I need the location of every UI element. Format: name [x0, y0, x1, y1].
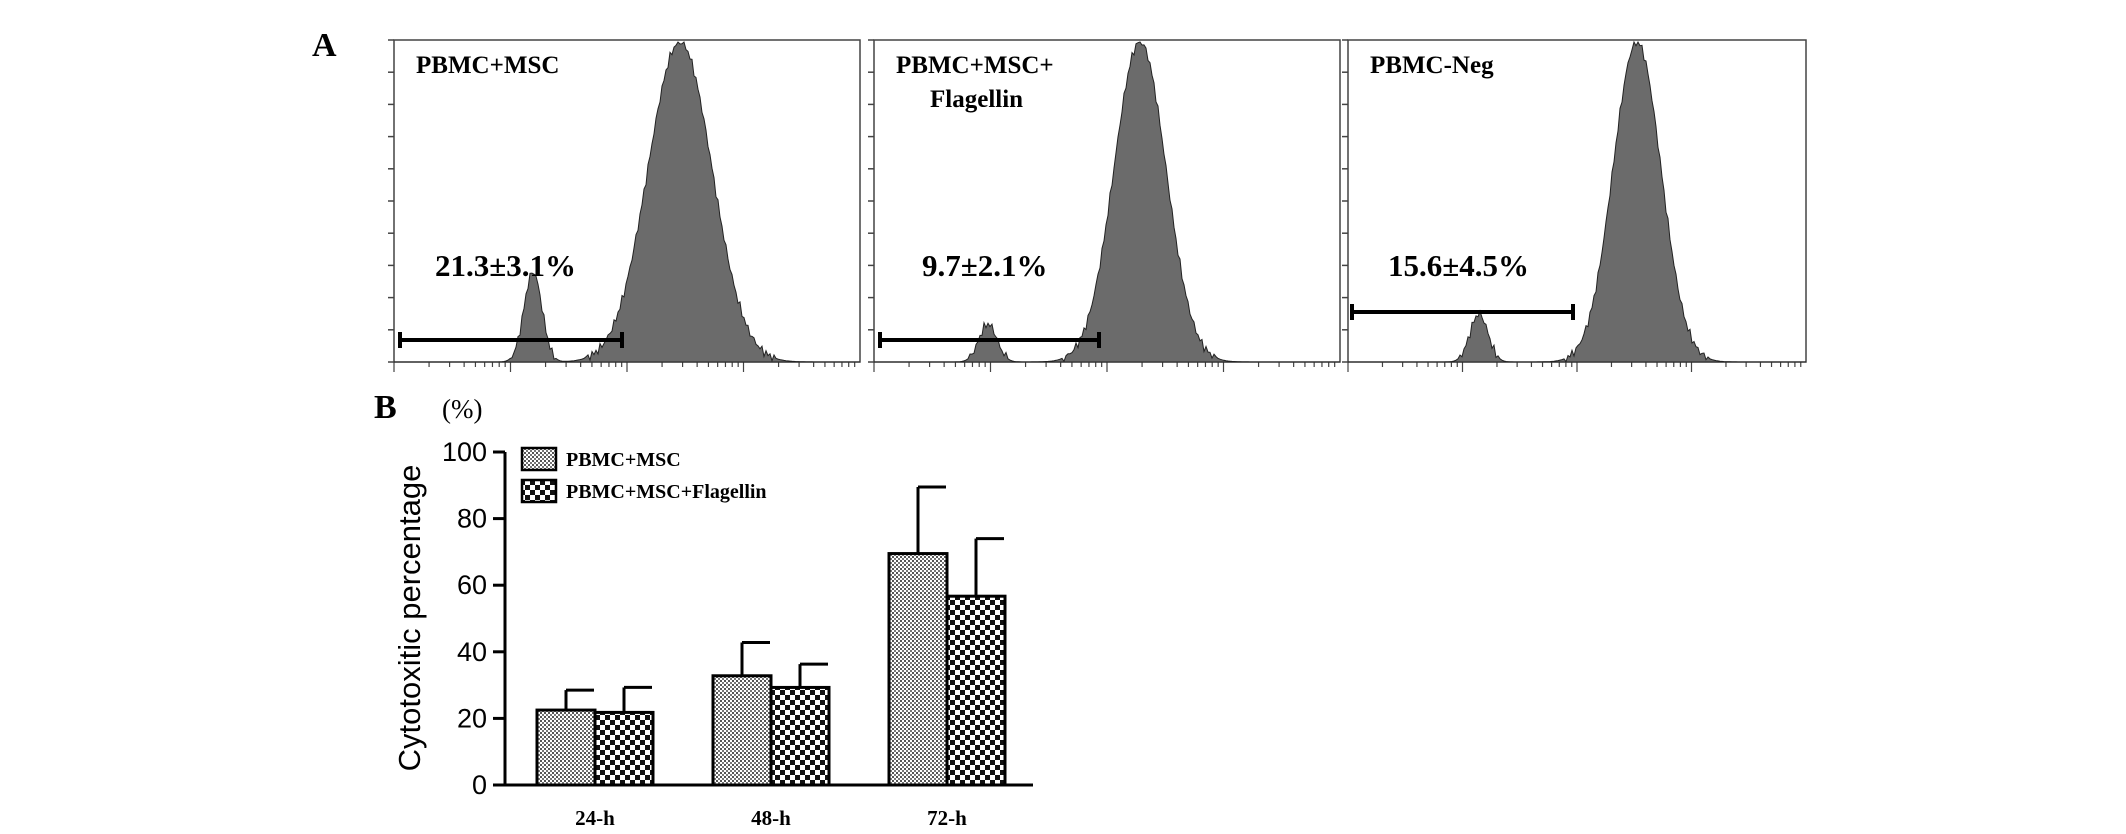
- histogram-label: PBMC-Neg: [1370, 52, 1494, 79]
- bar-pbmc-msc: [535, 708, 597, 787]
- unit-label: (%): [442, 394, 482, 424]
- percent-label: 9.7±2.1%: [922, 248, 1048, 283]
- histogram-2: PBMC+MSC+ Flagellin 9.7±2.1%: [868, 39, 1341, 372]
- histogram-label: PBMC+MSC+: [896, 52, 1054, 79]
- category-label: 24-h: [575, 806, 615, 830]
- bar-chart: 0 20 40 60 80 100 (%) Cytotoxitic percentage 24-…: [392, 394, 1033, 830]
- bar-pbmc-msc-flagellin: [945, 594, 1007, 787]
- histogram-curve: [874, 41, 1340, 363]
- legend-swatch: [520, 478, 558, 504]
- histogram-panels: PBMC+MSC 21.3±3.1% PBMC+MSC+ Flagellin 9.7±2…: [388, 39, 1807, 372]
- y-tick-label: 0: [472, 770, 487, 800]
- category-label: 48-h: [751, 806, 791, 830]
- bar-pbmc-msc-flagellin: [769, 685, 831, 787]
- y-tick-label: 20: [457, 703, 487, 733]
- y-tick-label: 80: [457, 504, 487, 534]
- bar-pbmc-msc: [711, 674, 773, 787]
- histogram-3: PBMC-Neg 15.6±4.5%: [1342, 39, 1807, 372]
- legend-label: PBMC+MSC: [566, 449, 681, 471]
- category-label: 72-h: [927, 806, 967, 830]
- y-tick-label: 100: [442, 437, 487, 467]
- bar-pbmc-msc-flagellin: [593, 710, 655, 787]
- histogram-1: PBMC+MSC 21.3±3.1%: [388, 39, 861, 372]
- y-axis-title: Cytotoxitic percentage: [392, 465, 427, 772]
- panel-letter-a: A: [312, 27, 337, 64]
- y-tick-label: 60: [457, 570, 487, 600]
- histogram-label: Flagellin: [930, 86, 1023, 113]
- bar-pbmc-msc: [887, 552, 949, 787]
- legend-label: PBMC+MSC+Flagellin: [566, 481, 767, 503]
- panel-letter-b: B: [374, 389, 397, 426]
- percent-label: 21.3±3.1%: [435, 248, 576, 283]
- histogram-curve: [394, 41, 860, 363]
- histogram-curve: [1348, 40, 1806, 363]
- percent-label: 15.6±4.5%: [1388, 248, 1529, 283]
- legend-swatch: [520, 446, 558, 472]
- histogram-label: PBMC+MSC: [416, 52, 559, 79]
- y-tick-label: 40: [457, 637, 487, 667]
